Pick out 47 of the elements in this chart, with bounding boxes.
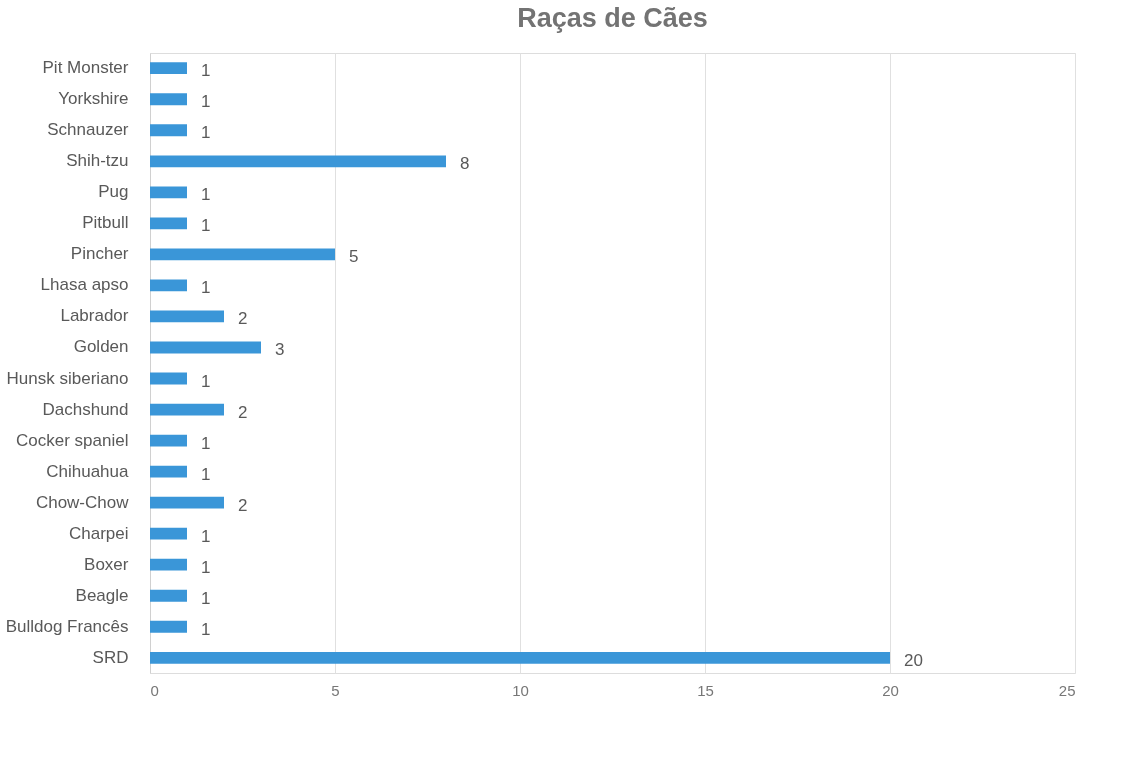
data-label: 1 [201,278,211,298]
data-label: 5 [349,247,359,267]
x-tick-label: 10 [512,681,529,699]
data-label: 1 [201,371,211,391]
y-tick-label: Dachshund [42,399,129,419]
data-label: 1 [201,433,211,453]
x-tick-label: 20 [882,681,899,699]
y-tick-label: Boxer [84,554,129,574]
data-label: 1 [201,216,211,236]
data-label: 1 [201,557,211,577]
chart-title: Raças de Cães [517,3,708,33]
data-label: 1 [201,588,211,608]
data-label: 1 [201,92,211,112]
y-tick-label: Schnauzer [47,120,129,140]
x-tick-label: 0 [150,681,159,699]
y-tick-label: Chihuahua [46,461,130,481]
y-tick-label: Hunsk siberiano [6,368,129,388]
y-tick-label: Pug [98,182,129,202]
y-tick-label: Cocker spaniel [16,430,129,450]
y-tick-label: Beagle [75,585,129,605]
data-label: 1 [201,61,211,81]
x-tick-label: 5 [331,681,340,699]
data-label: 1 [201,185,211,205]
data-label: 1 [201,123,211,143]
y-tick-label: Yorkshire [58,89,129,109]
data-label: 1 [201,526,211,546]
y-tick-label: Shih-tzu [66,151,129,171]
y-tick-label: Bulldog Francês [5,616,129,636]
y-tick-label: Pincher [70,244,129,264]
data-label: 1 [201,464,211,484]
data-label: 2 [238,309,248,329]
y-tick-label: Pitbull [82,213,129,233]
y-tick-label: Lhasa apso [40,275,129,295]
data-label: 8 [460,154,470,174]
y-tick-label: Charpei [68,523,129,543]
data-label: 20 [904,650,923,670]
data-label: 3 [275,340,285,360]
x-tick-label: 15 [697,681,714,699]
y-tick-label: Pit Monster [42,58,129,78]
data-label: 1 [201,619,211,639]
y-tick-label: Chow-Chow [35,492,130,512]
data-label: 2 [238,495,248,515]
y-tick-label: SRD [92,647,129,667]
data-label: 2 [238,402,248,422]
x-tick-label: 25 [1058,681,1076,699]
y-tick-label: Golden [73,337,129,357]
y-tick-label: Labrador [60,306,129,326]
